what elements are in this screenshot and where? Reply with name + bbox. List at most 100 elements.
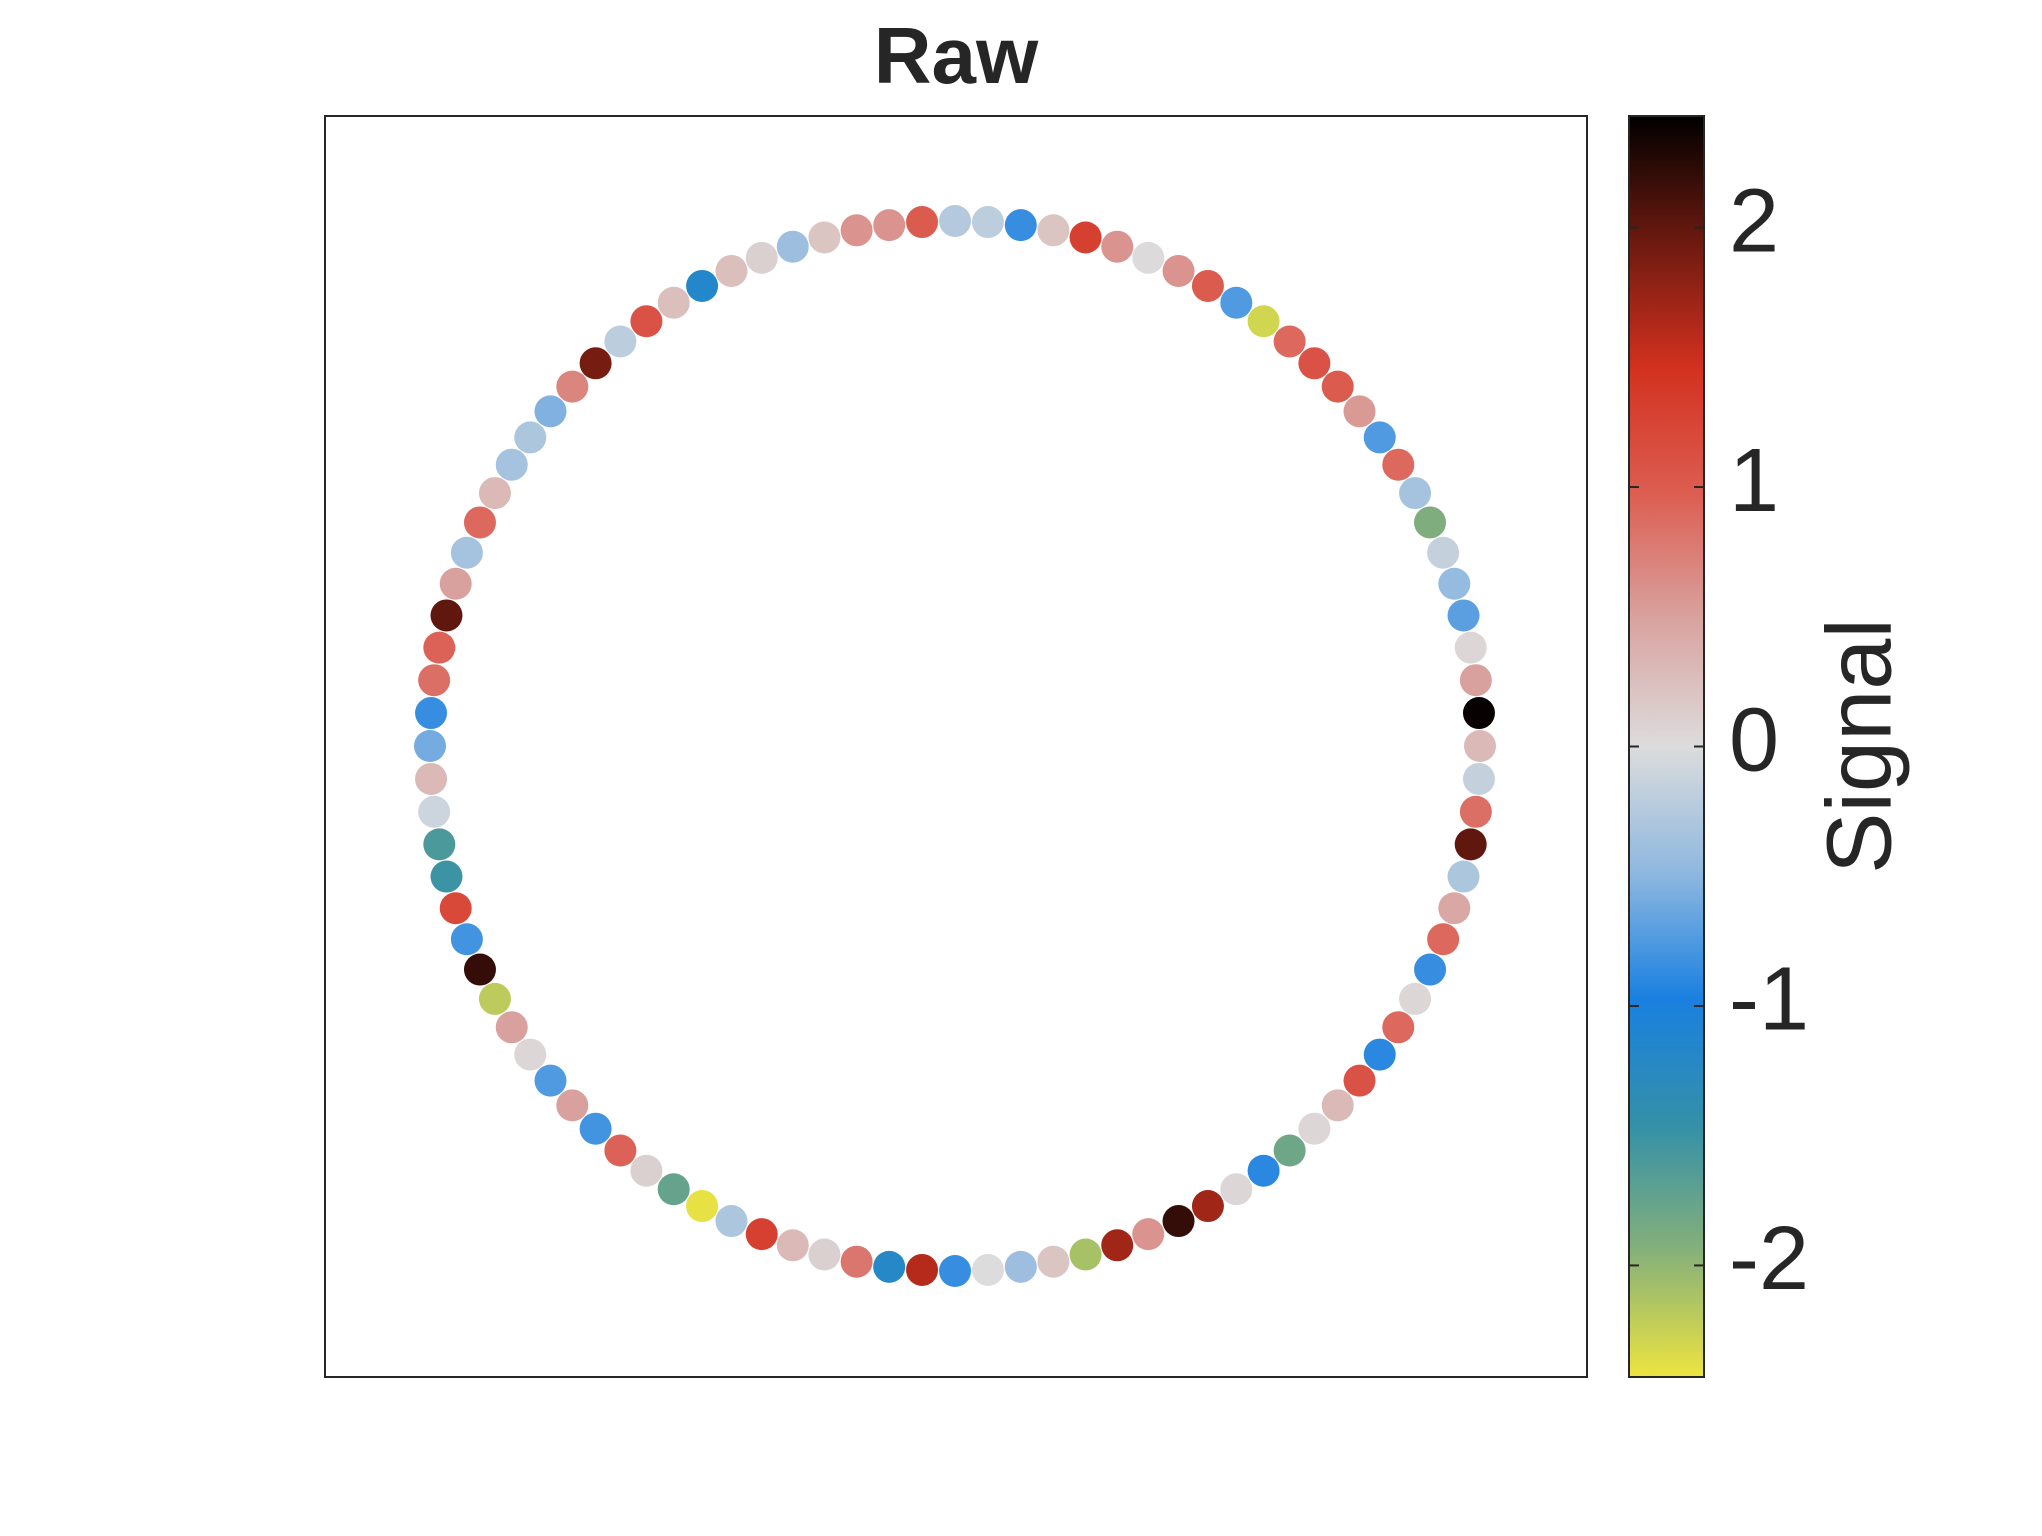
- point: [906, 1253, 939, 1286]
- point: [463, 953, 496, 986]
- point: [1273, 1134, 1306, 1167]
- point: [840, 1245, 873, 1278]
- point: [478, 982, 511, 1015]
- point: [415, 697, 448, 730]
- point: [1399, 477, 1432, 510]
- point: [1004, 1250, 1037, 1283]
- point: [630, 305, 663, 338]
- colorbar: [1628, 115, 1705, 1378]
- point: [1343, 395, 1376, 428]
- point: [1298, 1112, 1331, 1145]
- point: [1162, 254, 1195, 287]
- point: [450, 923, 483, 956]
- point: [657, 286, 690, 319]
- point: [657, 1173, 690, 1206]
- point: [415, 762, 448, 795]
- point: [604, 1134, 637, 1167]
- point: [423, 631, 456, 664]
- plot-area: [324, 115, 1588, 1378]
- colorbar-tick-label: 1: [1729, 431, 1779, 531]
- point: [745, 1218, 778, 1251]
- point: [686, 269, 719, 302]
- point: [1069, 1238, 1102, 1271]
- point: [556, 1089, 589, 1122]
- point: [1462, 762, 1495, 795]
- point: [556, 370, 589, 403]
- point: [1247, 305, 1280, 338]
- point: [1191, 269, 1224, 302]
- point: [808, 1238, 841, 1271]
- point: [971, 1253, 1004, 1286]
- point: [1220, 1173, 1253, 1206]
- point: [906, 206, 939, 239]
- point: [1037, 1245, 1070, 1278]
- point: [808, 221, 841, 254]
- point: [1459, 795, 1492, 828]
- colorbar-tick-label: 2: [1729, 171, 1779, 271]
- point: [939, 1255, 971, 1287]
- point: [430, 860, 463, 893]
- point: [478, 477, 511, 510]
- point: [1191, 1190, 1224, 1223]
- chart-title: Raw: [874, 11, 1039, 100]
- point: [534, 1064, 567, 1097]
- point: [1414, 506, 1447, 539]
- point: [1438, 892, 1471, 925]
- point: [1101, 1229, 1134, 1262]
- point: [1464, 730, 1496, 762]
- point: [1220, 286, 1253, 319]
- point: [1273, 325, 1306, 358]
- point: [1462, 697, 1495, 730]
- point: [439, 892, 472, 925]
- point: [1298, 347, 1331, 380]
- point: [450, 536, 483, 569]
- point: [1247, 1154, 1280, 1187]
- point: [776, 230, 809, 263]
- point: [1343, 1064, 1376, 1097]
- point: [1321, 370, 1354, 403]
- point: [1132, 1218, 1165, 1251]
- point: [686, 1190, 719, 1223]
- point: [495, 1011, 528, 1044]
- point: [1454, 631, 1487, 664]
- point: [463, 506, 496, 539]
- point: [1399, 982, 1432, 1015]
- point: [745, 241, 778, 274]
- point: [971, 206, 1004, 239]
- point: [1382, 448, 1415, 481]
- point: [534, 395, 567, 428]
- point: [1447, 599, 1480, 632]
- point: [1037, 214, 1070, 247]
- point: [1459, 664, 1492, 697]
- colorbar-label: Signal: [1808, 618, 1910, 874]
- point: [1363, 1038, 1396, 1071]
- point: [1363, 421, 1396, 454]
- point: [418, 795, 451, 828]
- point: [873, 209, 906, 242]
- point: [418, 664, 451, 697]
- point: [1427, 923, 1460, 956]
- point: [1447, 860, 1480, 893]
- point: [495, 448, 528, 481]
- point: [430, 599, 463, 632]
- point: [514, 1038, 547, 1071]
- point: [579, 1112, 612, 1145]
- colorbar-tick-label: 0: [1729, 690, 1779, 790]
- point: [604, 325, 637, 358]
- colorbar-tick-label: -2: [1729, 1209, 1809, 1309]
- point: [630, 1154, 663, 1187]
- point: [423, 828, 456, 861]
- point: [1101, 230, 1134, 263]
- point: [1438, 567, 1471, 600]
- point: [1004, 209, 1037, 242]
- point: [939, 205, 971, 237]
- point: [1414, 953, 1447, 986]
- point: [1454, 828, 1487, 861]
- point: [1132, 241, 1165, 274]
- point: [1427, 536, 1460, 569]
- point: [439, 567, 472, 600]
- point: [1162, 1205, 1195, 1238]
- point: [715, 254, 748, 287]
